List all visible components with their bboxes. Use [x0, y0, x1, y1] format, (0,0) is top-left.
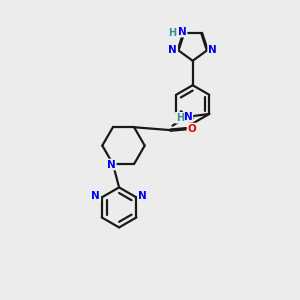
Text: N: N	[92, 191, 100, 201]
Text: N: N	[138, 191, 147, 201]
Text: H: H	[176, 113, 184, 123]
Text: N: N	[107, 160, 116, 170]
Text: O: O	[188, 124, 196, 134]
Text: N: N	[184, 112, 192, 122]
Text: N: N	[169, 45, 177, 55]
Text: N: N	[178, 27, 187, 37]
Text: H: H	[168, 28, 177, 38]
Text: N: N	[208, 45, 217, 55]
